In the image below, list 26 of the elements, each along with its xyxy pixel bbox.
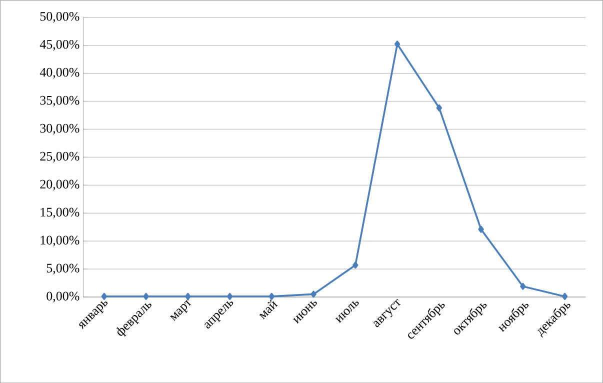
y-tick-label: 40,00% — [40, 68, 80, 78]
y-tick-label: 0,00% — [46, 292, 80, 302]
point — [268, 292, 275, 300]
point — [185, 292, 191, 300]
y-tick-label: 20,00% — [40, 180, 80, 190]
y-tick-label: 50,00% — [40, 12, 80, 22]
x-tick-label: март — [170, 298, 192, 322]
point — [226, 292, 233, 300]
y-tick-label: 15,00% — [40, 208, 80, 218]
point — [143, 292, 149, 300]
y-tick-label: 30,00% — [40, 124, 80, 134]
y-tick-label: 25,00% — [40, 152, 80, 162]
point — [352, 262, 358, 269]
point — [520, 282, 526, 290]
x-tick-label: май — [259, 299, 278, 320]
point — [562, 292, 568, 300]
y-tick-label: 45,00% — [40, 40, 80, 50]
x-tick-label: июль — [335, 300, 359, 324]
point — [436, 104, 442, 112]
point — [310, 290, 316, 298]
y-tick-label: 35,00% — [40, 96, 80, 106]
point — [478, 226, 484, 233]
point — [101, 292, 108, 300]
point — [394, 40, 400, 48]
y-tick-label: 10,00% — [40, 236, 80, 246]
y-tick-label: 5,00% — [46, 264, 80, 274]
